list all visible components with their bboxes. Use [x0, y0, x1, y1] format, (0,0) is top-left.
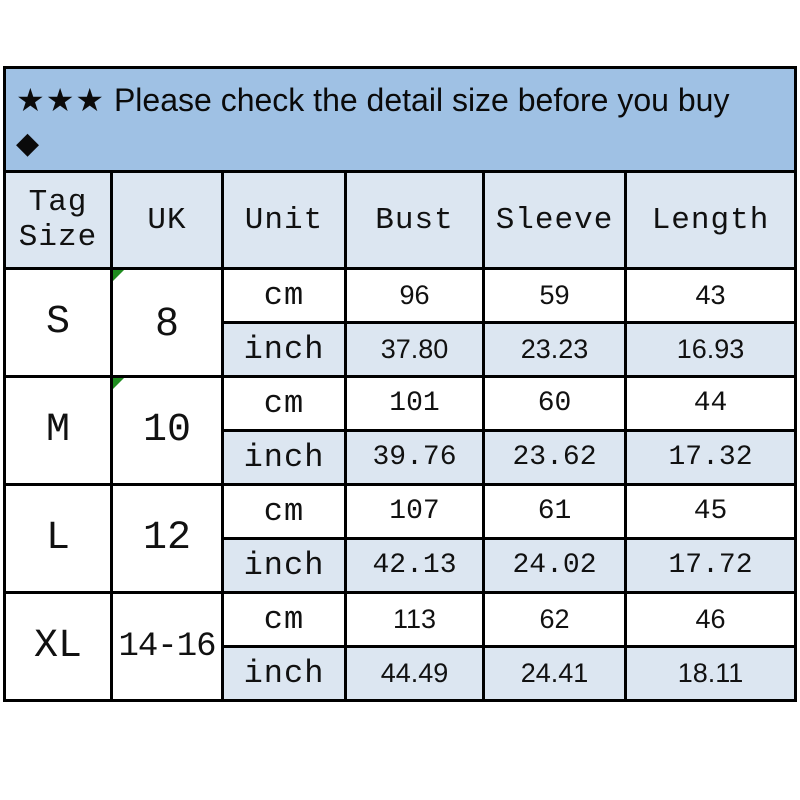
- table-row-m-cm: M 10 cm 101 60 44: [3, 375, 798, 486]
- tag-cell-s: S: [3, 267, 113, 378]
- diamond-icon: ◆: [16, 126, 40, 160]
- tag-cell-xl: XL: [3, 591, 113, 702]
- banner: ★★★ Please check the detail size before …: [2, 66, 798, 173]
- uk-cell-m: 10: [110, 375, 224, 486]
- uk-cell-s: 8: [110, 267, 224, 378]
- length-xl-inch: 18.11: [623, 645, 798, 702]
- bust-l-cm: 107: [344, 483, 485, 540]
- header-tag-size: Tag Size: [3, 170, 113, 270]
- stars-icon: ★★★: [16, 81, 106, 118]
- unit-cell-cm: cm: [221, 591, 347, 648]
- sleeve-xl-inch: 24.41: [482, 645, 627, 702]
- length-s-cm: 43: [623, 267, 798, 324]
- sleeve-s-cm: 59: [482, 267, 627, 324]
- sleeve-l-cm: 61: [482, 483, 627, 540]
- length-xl-cm: 46: [623, 591, 798, 648]
- bust-xl-cm: 113: [344, 591, 485, 648]
- table-row-xl-cm: XL 14-16 cm 113 62 46: [3, 591, 798, 702]
- bust-m-cm: 101: [344, 375, 485, 432]
- bust-m-inch: 39.76: [344, 429, 485, 486]
- length-l-cm: 45: [623, 483, 798, 540]
- length-s-inch: 16.93: [623, 321, 798, 378]
- sleeve-l-inch: 24.02: [482, 537, 627, 594]
- table-row-s-cm: S 8 cm 96 59 43: [3, 267, 798, 378]
- sleeve-s-inch: 23.23: [482, 321, 627, 378]
- size-chart-table: ★★★ Please check the detail size before …: [2, 66, 798, 702]
- sleeve-m-cm: 60: [482, 375, 627, 432]
- unit-cell-cm: cm: [221, 483, 347, 540]
- sleeve-xl-cm: 62: [482, 591, 627, 648]
- banner-text-line: ★★★ Please check the detail size before …: [16, 77, 784, 123]
- table-row-l-inch: inch 42.13 24.02 17.72: [5, 537, 798, 594]
- bust-s-cm: 96: [344, 267, 485, 324]
- table-row-xl-inch: inch 44.49 24.41 18.11: [5, 645, 798, 702]
- bust-s-inch: 37.80: [344, 321, 485, 378]
- unit-cell-inch: inch: [221, 321, 347, 378]
- length-m-cm: 44: [623, 375, 798, 432]
- table-row-m-inch: inch 39.76 23.62 17.32: [5, 429, 798, 486]
- tag-cell-m: M: [3, 375, 113, 486]
- header-sleeve: Sleeve: [482, 170, 627, 270]
- header-row: Tag Size UK Unit Bust Sleeve Length: [3, 170, 798, 270]
- header-length: Length: [623, 170, 798, 270]
- header-uk: UK: [110, 170, 224, 270]
- bust-xl-inch: 44.49: [344, 645, 485, 702]
- unit-cell-inch: inch: [221, 537, 347, 594]
- unit-cell-cm: cm: [221, 375, 347, 432]
- table-row-l-cm: L 12 cm 107 61 45: [3, 483, 798, 594]
- length-m-inch: 17.32: [623, 429, 798, 486]
- table-row-s-inch: inch 37.80 23.23 16.93: [5, 321, 798, 378]
- bust-l-inch: 42.13: [344, 537, 485, 594]
- sleeve-m-inch: 23.62: [482, 429, 627, 486]
- uk-cell-xl: 14-16: [110, 591, 224, 702]
- header-unit: Unit: [221, 170, 347, 270]
- unit-cell-cm: cm: [221, 267, 347, 324]
- unit-cell-inch: inch: [221, 429, 347, 486]
- header-bust: Bust: [344, 170, 485, 270]
- tag-cell-l: L: [3, 483, 113, 594]
- unit-cell-inch: inch: [221, 645, 347, 702]
- length-l-inch: 17.72: [623, 537, 798, 594]
- banner-text: Please check the detail size before you …: [113, 81, 730, 118]
- uk-cell-l: 12: [110, 483, 224, 594]
- banner-row: ★★★ Please check the detail size before …: [2, 66, 798, 173]
